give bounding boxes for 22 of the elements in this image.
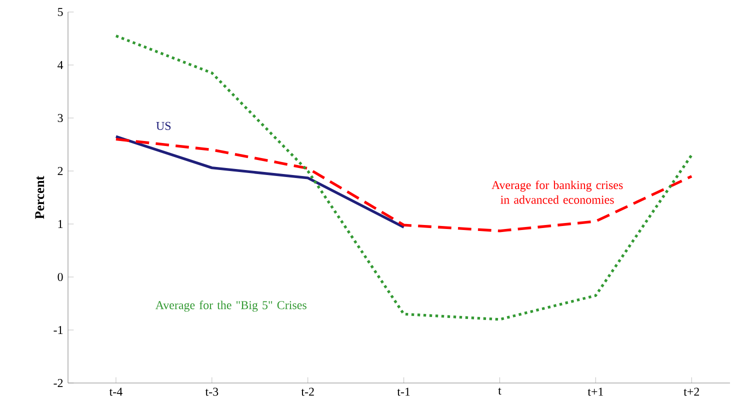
x-tick-label: t-3 — [205, 388, 218, 396]
y-tick-label: -2 — [54, 379, 63, 387]
y-tick-label: -1 — [54, 326, 63, 334]
x-tick-label: t+1 — [588, 388, 604, 396]
y-tick-label: 5 — [58, 8, 63, 16]
x-tick-label: t-1 — [397, 388, 410, 396]
y-tick-label: 1 — [58, 220, 63, 228]
series-label: Average for banking crises in advanced economies — [492, 180, 623, 204]
x-tick-label: t — [498, 388, 502, 395]
y-tick-label: 4 — [58, 61, 64, 69]
x-tick-label: t-2 — [301, 388, 314, 396]
x-tick-label: t-4 — [109, 388, 122, 396]
line-series — [114, 138, 693, 232]
y-tick-label: 2 — [58, 167, 63, 175]
y-axis-title: Percent — [35, 176, 44, 219]
y-tick-label: 0 — [58, 272, 63, 282]
line-series — [114, 135, 406, 229]
line-series — [114, 34, 693, 321]
series-label: US — [156, 122, 171, 130]
text: Average for the "Big 5" Crises — [155, 300, 306, 312]
y-tick-label: 3 — [58, 114, 63, 122]
x-tick-label: t+2 — [684, 388, 700, 396]
